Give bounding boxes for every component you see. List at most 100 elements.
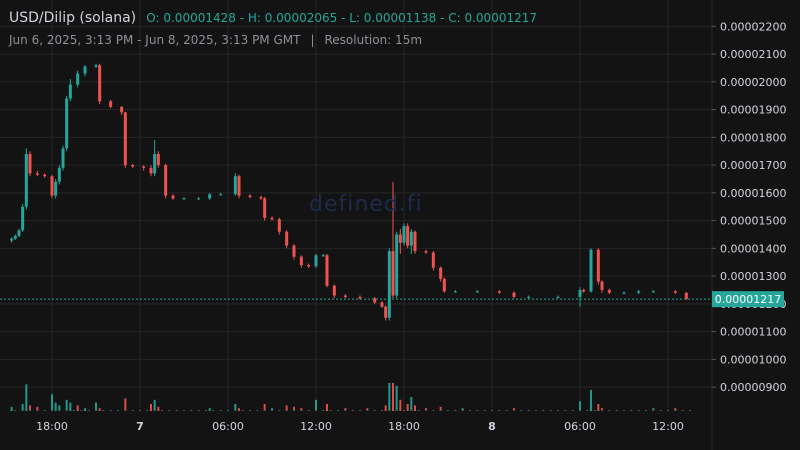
volume-bar — [190, 410, 193, 411]
candle-body — [343, 295, 347, 297]
resolution[interactable]: Resolution: 15m — [324, 33, 423, 47]
volume-bar — [73, 410, 75, 411]
volume-bar — [513, 408, 515, 411]
candle-body — [10, 238, 14, 241]
volume-bar — [326, 404, 328, 411]
volume-bar — [579, 410, 581, 411]
candle-body — [384, 306, 388, 318]
candle-body — [164, 165, 168, 196]
volume-bar — [285, 405, 288, 411]
volume-bar — [293, 406, 295, 411]
price-tick-label: 0.00001600 — [720, 187, 786, 200]
volume-bar — [315, 410, 317, 411]
candle-body — [684, 292, 688, 300]
volume-bar — [109, 410, 112, 411]
volume-bar — [76, 405, 79, 411]
volume-bar — [256, 410, 259, 411]
volume-bar — [667, 410, 669, 411]
candle-body — [285, 231, 289, 246]
volume-bar — [469, 410, 471, 411]
volume-bar — [410, 410, 413, 411]
volume-bar — [157, 406, 160, 411]
volume-bar — [359, 410, 361, 411]
price-tick-label: 0.00001700 — [720, 159, 786, 172]
volume-bar — [271, 410, 273, 411]
volume-bar — [425, 410, 427, 411]
volume-bar — [414, 405, 416, 411]
candle-body — [512, 292, 516, 297]
candle-body — [439, 267, 443, 279]
candle-body — [582, 289, 586, 292]
candle-body — [325, 255, 329, 286]
candle-body — [622, 292, 626, 294]
candle-body — [299, 256, 303, 266]
time-tick-label: 8 — [488, 420, 496, 433]
volume-bar — [674, 408, 677, 411]
candle-body — [402, 226, 406, 243]
last-price-label: 0.00001217 — [715, 293, 781, 306]
volume-bars — [10, 383, 691, 411]
volume-bar — [454, 410, 457, 411]
volume-bar — [549, 410, 552, 411]
candle-body — [98, 65, 102, 102]
volume-bar — [652, 408, 655, 411]
candle-body — [556, 296, 560, 298]
volume-bar — [146, 410, 149, 411]
volume-bar — [124, 398, 127, 411]
candle-body — [65, 98, 69, 149]
candle-body — [607, 289, 611, 293]
volume-bar — [344, 408, 347, 411]
candle-body — [142, 166, 146, 168]
candle-body — [497, 291, 501, 293]
volume-bar — [498, 410, 501, 411]
candle-body — [600, 281, 604, 290]
time-axis[interactable]: 18:00 7 06:00 12:00 18:00 8 06:00 12:00 — [36, 420, 684, 433]
candle-body — [259, 197, 263, 199]
candle-body — [149, 167, 153, 174]
volume-bar — [65, 410, 68, 411]
chart-legend: USD/Dilip (solana) O: 0.00001428 - H: 0.… — [9, 10, 537, 26]
volume-bar — [227, 410, 229, 411]
volume-bar — [117, 410, 119, 411]
candle-body — [35, 173, 39, 175]
candle-body — [442, 278, 446, 292]
volume-bar — [366, 410, 369, 411]
volume-bar — [399, 399, 402, 411]
volume-bar — [590, 390, 592, 411]
volume-bar — [601, 408, 603, 411]
candle-body — [413, 231, 417, 252]
volume-bar — [300, 410, 303, 411]
candle-body — [94, 65, 98, 67]
ohlc-values: O: 0.00001428 - H: 0.00002065 - L: 0.000… — [146, 11, 538, 25]
price-tick-label: 0.00000900 — [720, 381, 786, 394]
candle-body — [248, 195, 252, 198]
volume-bar — [491, 410, 493, 411]
candle-body — [57, 167, 61, 182]
volume-bar — [601, 410, 603, 411]
volume-bar — [432, 410, 435, 411]
time-tick-label: 06:00 — [212, 420, 244, 433]
volume-bar — [439, 410, 442, 411]
time-tick-label: 7 — [136, 420, 144, 433]
candle-body — [233, 176, 237, 195]
candle-body — [219, 194, 223, 196]
price-tick-label: 0.00002100 — [720, 48, 786, 61]
candle-body — [208, 194, 212, 199]
candle-body — [17, 230, 21, 236]
volume-bar — [98, 408, 101, 411]
volume-bar — [388, 410, 391, 411]
volume-bar — [410, 397, 413, 411]
volume-bar — [58, 410, 61, 411]
volume-bar — [102, 410, 105, 411]
candle-body — [391, 251, 395, 296]
candle-body — [76, 73, 80, 85]
candle-body — [398, 234, 402, 243]
time-tick-label: 18:00 — [36, 420, 68, 433]
pair-name[interactable]: USD/Dilip (solana) — [9, 10, 137, 26]
candle-body — [50, 176, 54, 196]
volume-bar — [597, 404, 600, 411]
volume-bar — [659, 410, 662, 411]
last-price-marker: 0.00001217 — [0, 291, 784, 308]
time-tick-label: 12:00 — [300, 420, 332, 433]
